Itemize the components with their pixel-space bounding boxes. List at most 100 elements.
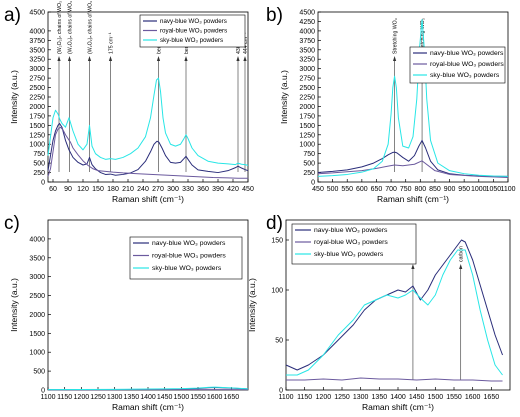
y-tick-label: 100 bbox=[271, 288, 283, 295]
y-axis-label: Intensity (a.u.) bbox=[9, 278, 19, 332]
x-tick-label: 650 bbox=[371, 186, 383, 193]
y-tick-label: 2000 bbox=[29, 104, 45, 111]
x-tick-label: 1450 bbox=[409, 394, 425, 401]
y-tick-label: 3500 bbox=[29, 255, 45, 262]
annotation: 430 cm⁻¹ bbox=[236, 32, 242, 172]
y-tick-label: 2500 bbox=[29, 293, 45, 300]
series-line-navy bbox=[47, 122, 249, 176]
x-axis-label: Raman shift (cm⁻¹) bbox=[112, 402, 184, 412]
y-tick-label: 150 bbox=[271, 238, 283, 245]
y-tick-label: 2500 bbox=[29, 85, 45, 92]
x-tick-label: 1250 bbox=[90, 394, 106, 401]
y-tick-label: 3000 bbox=[29, 66, 45, 73]
x-tick-label: 270 bbox=[152, 186, 164, 193]
y-tick-label: 4000 bbox=[29, 28, 45, 35]
x-tick-label: 390 bbox=[212, 186, 224, 193]
x-tick-label: 1550 bbox=[190, 394, 206, 401]
annotation: (W₂O₂)ₙ chains of WO₃ bbox=[57, 1, 63, 172]
series-line-royal bbox=[286, 377, 503, 382]
y-tick-label: 4000 bbox=[29, 236, 45, 243]
panel-label: c) bbox=[4, 213, 20, 234]
legend-entry: sky-blue WO₃ powders bbox=[430, 72, 500, 79]
x-tick-label: 1200 bbox=[316, 394, 332, 401]
x-tick-label: 1350 bbox=[124, 394, 140, 401]
annotation-arrow bbox=[67, 56, 72, 61]
annotation-label: (W₂O₂)ₙ chains of WO₃ bbox=[68, 1, 74, 54]
annotation: Stretching WO₃ bbox=[393, 18, 399, 172]
x-tick-label: 420 bbox=[227, 186, 239, 193]
x-tick-label: 1500 bbox=[428, 394, 444, 401]
y-tick-label: 500 bbox=[33, 369, 45, 376]
annotation-label: 444 cm⁻¹ bbox=[243, 32, 249, 54]
x-tick-label: 900 bbox=[444, 186, 456, 193]
y-tick-label: 750 bbox=[33, 151, 45, 158]
legend-entry: navy-blue WO₃ powders bbox=[430, 50, 504, 57]
y-tick-label: 1500 bbox=[299, 123, 315, 130]
y-tick-label: 3500 bbox=[29, 47, 45, 54]
y-tick-label: 2500 bbox=[299, 85, 315, 92]
legend-entry: sky-blue WO₃ powders bbox=[152, 265, 222, 272]
x-tick-label: 1050 bbox=[486, 186, 502, 193]
legend-entry: royal-blue WO₃ powders bbox=[160, 28, 227, 35]
x-tick-label: 1000 bbox=[471, 186, 487, 193]
x-tick-label: 360 bbox=[197, 186, 209, 193]
x-tick-label: 120 bbox=[77, 186, 89, 193]
x-tick-label: 1500 bbox=[174, 394, 190, 401]
x-tick-label: 1250 bbox=[334, 394, 350, 401]
annotation: (W₂O₂)ₙ chains of WO₃ bbox=[68, 1, 74, 172]
y-tick-label: 2000 bbox=[29, 312, 45, 319]
legend-entry: sky-blue WO₃ powders bbox=[314, 251, 384, 258]
y-tick-label: 0 bbox=[41, 180, 45, 187]
annotation-arrow bbox=[57, 56, 61, 61]
y-tick-label: 750 bbox=[303, 151, 315, 158]
y-tick-label: 4500 bbox=[29, 10, 45, 17]
y-tick-label: 4250 bbox=[299, 19, 315, 26]
annotation-arrow bbox=[411, 264, 415, 269]
x-tick-label: 330 bbox=[182, 186, 194, 193]
y-tick-label: 3000 bbox=[29, 274, 45, 281]
y-tick-label: 1000 bbox=[29, 350, 45, 357]
legend-entry: navy-blue WO₃ powders bbox=[314, 227, 388, 234]
y-tick-label: 1750 bbox=[299, 113, 315, 120]
annotation-arrow bbox=[108, 56, 113, 61]
x-tick-label: 800 bbox=[414, 186, 426, 193]
legend: navy-blue WO₃ powders royal-blue WO₃ powd… bbox=[409, 46, 506, 84]
series-line-navy bbox=[317, 139, 508, 177]
x-tick-label: 1400 bbox=[140, 394, 156, 401]
legend-entry: navy-blue WO₃ powders bbox=[160, 18, 227, 25]
y-tick-label: 4000 bbox=[299, 28, 315, 35]
y-tick-label: 3250 bbox=[29, 57, 45, 64]
x-tick-label: 1350 bbox=[372, 394, 388, 401]
annotation: carbon bbox=[411, 246, 417, 380]
x-tick-label: 150 bbox=[92, 186, 104, 193]
panel-label: b) bbox=[266, 5, 283, 26]
y-tick-label: 3500 bbox=[299, 47, 315, 54]
annotation-label: carbon bbox=[459, 246, 465, 262]
legend-entry: royal-blue WO₃ powders bbox=[314, 239, 388, 246]
y-tick-label: 500 bbox=[303, 161, 315, 168]
legend: navy-blue WO₃ powders royal-blue WO₃ powd… bbox=[139, 14, 246, 48]
y-tick-label: 1750 bbox=[29, 113, 45, 120]
series-line-navy bbox=[285, 239, 503, 371]
chart-panel-3: c)1100 1150 1200 1250 1300 1350 1400 1450 1500 15… bbox=[4, 213, 249, 412]
legend-entry: royal-blue WO₃ powders bbox=[152, 253, 226, 260]
y-tick-label: 1000 bbox=[299, 142, 315, 149]
y-tick-label: 1000 bbox=[29, 142, 45, 149]
annotation: carbon bbox=[459, 246, 465, 380]
series-line-royal bbox=[47, 126, 248, 179]
panel-label: d) bbox=[266, 213, 283, 234]
x-tick-label: 450 bbox=[242, 186, 254, 193]
legend: navy-blue WO₃ powders royal-blue WO₃ powd… bbox=[291, 223, 417, 265]
series-line-sky bbox=[47, 77, 249, 166]
y-tick-label: 1250 bbox=[299, 132, 315, 139]
x-tick-label: 1150 bbox=[297, 394, 312, 401]
y-axis-label: Intensity (a.u.) bbox=[9, 70, 19, 124]
x-tick-label: 950 bbox=[458, 186, 470, 193]
annotation: Stretching WO₃ bbox=[420, 18, 426, 172]
annotation: 444 cm⁻¹ bbox=[243, 32, 249, 172]
y-tick-label: 2750 bbox=[299, 76, 315, 83]
x-tick-label: 600 bbox=[356, 186, 368, 193]
annotation-label: 175 cm⁻¹ bbox=[109, 32, 115, 54]
annotation-arrow bbox=[184, 56, 188, 61]
